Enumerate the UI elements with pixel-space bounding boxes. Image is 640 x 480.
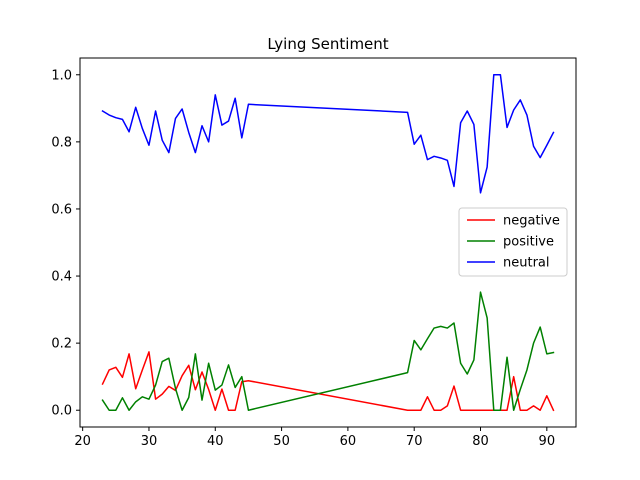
- legend-label-negative: negative: [503, 214, 560, 229]
- axes-layer: 20 30 40 50 60 70 80 90 0.0 0.2 0.4 0.6 0.8 1.0: [51, 57, 577, 449]
- y-tick-label: 1.0: [51, 68, 72, 83]
- legend-label-neutral: neutral: [503, 256, 550, 271]
- y-tick-label: 0.4: [51, 270, 72, 285]
- x-tick-label: 70: [406, 434, 423, 449]
- series-layer: [101, 74, 555, 412]
- y-tick-label: 0.0: [51, 404, 72, 419]
- legend-box: [458, 207, 568, 277]
- x-tick-label: 30: [141, 434, 158, 449]
- y-tick-label: 0.2: [51, 337, 72, 352]
- x-tick-label: 40: [207, 434, 224, 449]
- x-tick-label: 90: [539, 434, 556, 449]
- series-line-positive: [101, 291, 555, 411]
- legend-label-positive: positive: [503, 235, 554, 250]
- x-tick-label: 60: [340, 434, 357, 449]
- x-tick-label: 20: [74, 434, 91, 449]
- y-tick-label: 0.8: [51, 135, 72, 150]
- x-tick-label: 50: [273, 434, 290, 449]
- series-line-negative: [101, 351, 555, 412]
- series-line-neutral: [101, 74, 555, 194]
- chart-title: Lying Sentiment: [267, 35, 388, 53]
- x-tick-label: 80: [472, 434, 489, 449]
- legend: negative positive neutral: [458, 207, 568, 277]
- y-tick-label: 0.6: [51, 202, 72, 217]
- plot-frame: [79, 57, 577, 428]
